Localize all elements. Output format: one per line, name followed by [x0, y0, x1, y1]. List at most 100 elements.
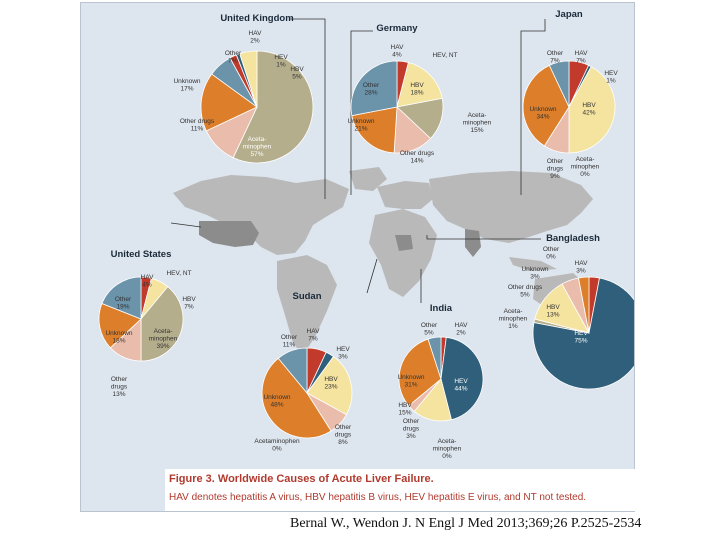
pie-united-kingdom: United Kingdom Aceta-minophen 57% Other dru…: [173, 13, 314, 164]
slice-label-acetaminophen: Aceta-minophen 1%: [499, 308, 528, 330]
pie-slice-unknown: [351, 106, 398, 154]
pie-title: Japan: [555, 9, 583, 20]
pie-slice-other: [277, 347, 308, 395]
slice-label-hev: HEV 3%: [336, 346, 350, 361]
pie-slice-other: [101, 276, 142, 320]
slice-label-hev-nt: HEV, NT: [166, 270, 191, 277]
pie-slice-unknown: [522, 64, 570, 147]
pie-united-states: United States HAV 4% HEV, NT HBV 7% Aceta-mino…: [98, 249, 196, 398]
pie-slice-other: [350, 60, 398, 117]
slice-label-other: Other 0%: [543, 246, 560, 261]
slice-label-acetaminophen: Aceta-minophen 0%: [433, 438, 462, 460]
slice-label-other-drugs: Other drugs 8%: [335, 424, 352, 446]
leader-lines: [170, 18, 546, 303]
map-indonesia: [509, 257, 557, 271]
slice-label-hav: HAV 2%: [455, 322, 469, 337]
leader-sudan: [366, 258, 378, 294]
slice-label-unknown: Unknown 34%: [529, 106, 556, 121]
slice-label-hbv: HBV 42%: [582, 102, 596, 117]
map-south-america: [277, 255, 337, 355]
leader-us: [170, 222, 202, 228]
slice-label-other: Other 7%: [225, 50, 242, 65]
slice-label-acetaminophen: Acetaminophen 0%: [254, 438, 300, 453]
caption-box: Figure 3. Worldwide Causes of Acute Live…: [165, 469, 711, 511]
slice-label-hav: HAV 7%: [575, 50, 589, 65]
slice-label-other-drugs: Other drugs 9%: [547, 158, 564, 180]
slice-label-other-drugs: Other drugs 11%: [180, 118, 215, 133]
slice-label-unknown: Unknown 48%: [263, 394, 290, 409]
pie-slice-hbv: [306, 356, 353, 416]
pie-slice-unknown: [578, 276, 590, 334]
slice-label-hev: HEV 1%: [604, 70, 618, 85]
pie-slice-unknown: [98, 303, 142, 349]
slice-label-unknown: Unknown 3%: [521, 266, 548, 281]
pie-slice-acetaminophen: [140, 286, 184, 362]
slice-label-hav: HAV 4%: [141, 274, 155, 289]
pie-slice-unknown: [261, 357, 332, 439]
slice-label-hav: HAV 4%: [391, 44, 405, 59]
slice-label-other-drugs: Other drugs 3%: [403, 418, 420, 440]
pie-slice-unknown: [200, 73, 258, 132]
slice-label-other-drugs: Other drugs 13%: [111, 376, 128, 398]
pie-slice-hbv: [396, 61, 443, 108]
pie-slice-other: [548, 60, 570, 108]
pie-slice-other: [427, 336, 442, 380]
world-pie-map: United Kingdom Aceta-minophen 57% Other dru…: [98, 9, 646, 460]
map-sudan-highlight: [395, 235, 413, 251]
pie-title: India: [430, 303, 453, 314]
slice-label-acetaminophen: Aceta-minophen 57%: [243, 136, 272, 158]
leader-bangladesh: [426, 235, 541, 240]
world-map: [173, 167, 593, 355]
slice-label-acetaminophen: Aceta-minophen 15%: [463, 112, 492, 134]
slice-label-hev: HEV 1%: [274, 54, 288, 69]
slice-label-other: Other 11%: [281, 334, 298, 349]
pie-slice-unknown: [398, 338, 442, 407]
pie-title: Bangladesh: [546, 233, 600, 244]
slice-label-hev-nt: HEV, NT: [432, 52, 457, 59]
leader-uk: [289, 18, 326, 199]
pie-charts: United Kingdom Aceta-minophen 57% Other dru…: [98, 9, 646, 460]
slice-label-unknown: Unknown 18%: [105, 330, 132, 345]
pie-japan: Japan HAV 7% HEV 1% HBV 42% Aceta-minophen 0% Oth…: [522, 9, 618, 180]
slice-label-hbv: HBV 18%: [410, 82, 424, 97]
leader-japan: [520, 19, 546, 195]
pie-slice-hbv: [568, 66, 616, 154]
slice-label-other-drugs: Other drugs 14%: [400, 150, 435, 165]
slice-label-hbv: HBV 23%: [324, 376, 338, 391]
slice-label-other: Other 5%: [421, 322, 438, 337]
map-africa: [369, 209, 437, 297]
map-india-highlight: [465, 229, 481, 257]
pie-sudan: Sudan HAV 7% HEV 3% HBV 23% Other drugs 8% Acetami…: [254, 291, 353, 453]
map-europe: [377, 181, 433, 209]
slice-label-acetaminophen: Aceta-minophen 39%: [149, 328, 178, 350]
slice-label-other: Other 19%: [115, 296, 132, 311]
slice-label-hav: HAV 7%: [307, 328, 321, 343]
slice-label-other: Other 28%: [363, 82, 380, 97]
slice-label-unknown: Unknown 21%: [347, 118, 374, 133]
slice-label-hbv: HBV 5%: [290, 66, 304, 81]
pie-bangladesh: Bangladesh HAV 3% HEV 75% Aceta-minophen 1% HBV…: [499, 233, 646, 390]
map-north-america: [173, 175, 349, 255]
pie-slice-hev: [532, 277, 646, 390]
pie-title: United Kingdom: [220, 13, 293, 24]
slice-label-hev: HEV 44%: [454, 378, 468, 393]
slice-label-other: Other 7%: [547, 50, 564, 65]
pie-title: United States: [111, 249, 172, 260]
slice-label-unknown: Unknown 17%: [173, 78, 200, 93]
pie-title: Sudan: [292, 291, 321, 302]
map-greenland: [349, 167, 387, 191]
slice-label-hav: HAV 2%: [249, 30, 263, 45]
pie-slice-acetaminophen: [232, 50, 314, 164]
map-usa-highlight: [199, 221, 259, 247]
slice-label-unknown: Unknown 31%: [397, 374, 424, 389]
map-asia: [429, 171, 593, 243]
leader-germany: [350, 30, 373, 195]
slice-label-hbv: HBV 13%: [546, 304, 560, 319]
citation: Bernal W., Wendon J. N Engl J Med 2013;3…: [290, 516, 642, 531]
caption-lead: Figure 3. Worldwide Causes of Acute Live…: [169, 473, 434, 485]
slice-label-hev: HEV 75%: [574, 330, 588, 345]
figure-panel: United Kingdom Aceta-minophen 57% Other dru…: [80, 2, 711, 512]
slice-label-hav: HAV 3%: [575, 260, 589, 275]
slice-label-other-drugs: Other drugs 5%: [508, 284, 543, 299]
